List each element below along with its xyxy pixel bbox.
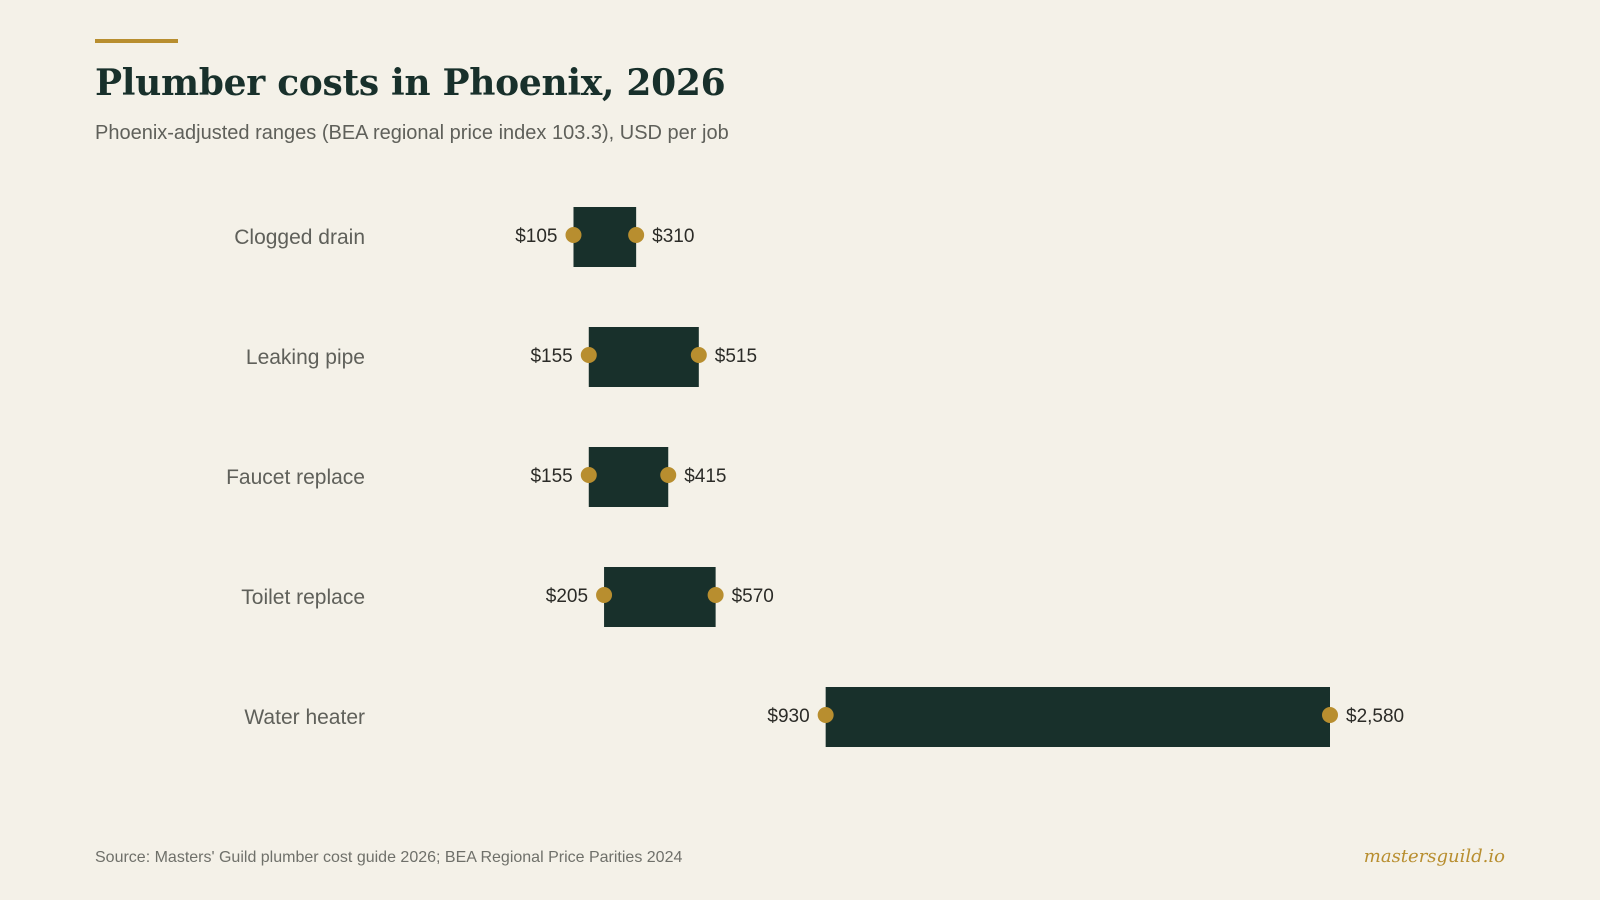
category-label: Leaking pipe <box>246 346 365 369</box>
low-value-label: $105 <box>515 226 557 247</box>
source-note: Source: Masters' Guild plumber cost guid… <box>95 849 683 866</box>
high-marker <box>660 467 677 483</box>
chart-title: Plumber costs in Phoenix, 2026 <box>95 62 726 104</box>
accent-rule <box>95 39 178 43</box>
low-value-label: $155 <box>530 466 572 487</box>
range-bar <box>573 207 637 267</box>
high-value-label: $310 <box>652 226 694 247</box>
category-label: Faucet replace <box>226 466 365 489</box>
low-marker <box>596 587 613 603</box>
low-value-label: $930 <box>767 706 809 727</box>
low-marker <box>817 707 834 723</box>
high-value-label: $415 <box>684 466 726 487</box>
high-value-label: $570 <box>732 586 774 607</box>
high-marker <box>707 587 724 603</box>
category-label: Clogged drain <box>234 226 365 249</box>
low-value-label: $205 <box>546 586 588 607</box>
chart-subtitle: Phoenix-adjusted ranges (BEA regional pr… <box>95 122 729 144</box>
range-bar <box>604 567 716 627</box>
range-bar <box>588 447 669 507</box>
high-marker <box>628 227 645 243</box>
category-label: Toilet replace <box>241 586 365 609</box>
low-value-label: $155 <box>530 346 572 367</box>
high-marker <box>1322 707 1338 723</box>
low-marker <box>565 227 582 243</box>
brand-link[interactable]: mastersguild.io <box>1363 846 1505 867</box>
low-marker <box>580 467 597 483</box>
range-bar <box>825 687 1330 747</box>
range-bar <box>588 327 699 387</box>
category-label: Water heater <box>244 706 365 729</box>
high-marker <box>690 347 707 363</box>
low-marker <box>580 347 597 363</box>
high-value-label: $2,580 <box>1346 706 1404 727</box>
high-value-label: $515 <box>715 346 757 367</box>
